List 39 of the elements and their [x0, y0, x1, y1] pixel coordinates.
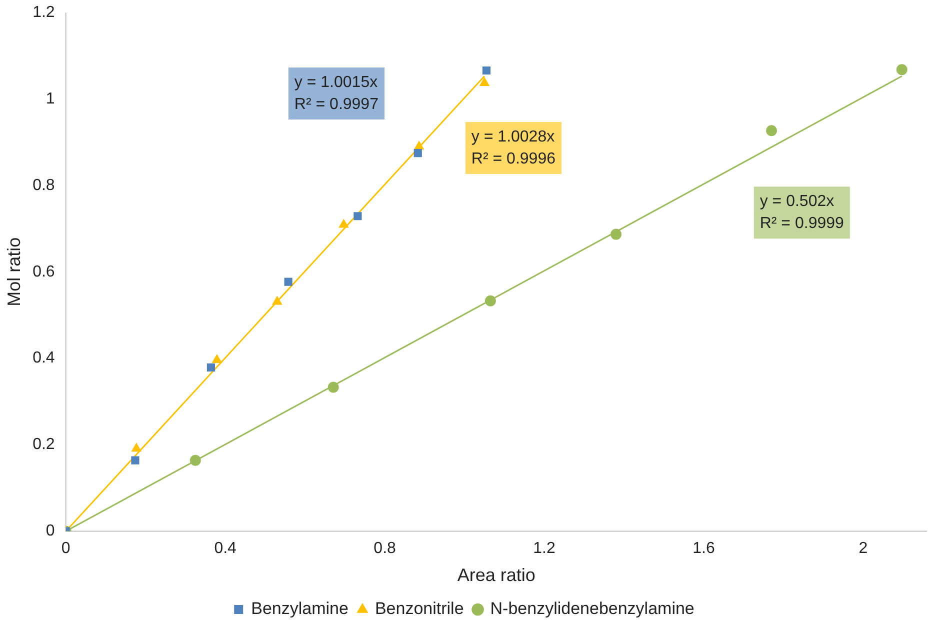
point	[480, 78, 490, 86]
x-tick-label: 0.4	[214, 540, 237, 558]
y-tick-label: 0	[46, 522, 55, 540]
y-tick-label: 0.4	[32, 350, 55, 367]
point	[206, 363, 215, 372]
x-tick-label: 1.6	[692, 540, 715, 558]
point	[896, 64, 908, 76]
point	[338, 219, 349, 228]
annotation: y = 1.0015x R² = 0.9997	[294, 74, 379, 113]
y-axis-title: Mol ratio	[4, 237, 24, 306]
point	[610, 228, 622, 240]
x-tick-label: 0.8	[374, 540, 396, 558]
point	[766, 125, 778, 136]
point	[328, 382, 339, 393]
point	[212, 354, 222, 364]
point	[132, 443, 142, 452]
annotation: y = 1.0028x R² = 0.9996	[471, 128, 556, 168]
legend-label: N-benzylidenebenzylamine	[490, 599, 694, 618]
x-axis-title: Area ratio	[457, 565, 536, 586]
y-tick-label: 1	[46, 90, 55, 108]
point	[190, 454, 201, 466]
y-tick-label: 0.2	[32, 436, 55, 454]
legend-label: Benzylamine	[251, 599, 348, 618]
point	[484, 295, 496, 306]
annotation: y = 0.502x R² = 0.9999	[760, 193, 844, 232]
x-tick-label: 1.2	[533, 540, 556, 558]
point	[284, 278, 292, 286]
point	[354, 212, 362, 220]
point	[482, 66, 490, 75]
point	[272, 296, 282, 305]
x-tick-label: 0	[61, 540, 70, 558]
y-tick-label: 1.2	[32, 4, 55, 22]
point	[414, 149, 422, 158]
point	[414, 141, 424, 150]
point	[131, 456, 140, 464]
x-tick-label: 2	[858, 540, 868, 558]
legend-label: Benzonitrile	[374, 599, 464, 618]
y-tick-label: 0.8	[32, 176, 55, 194]
y-tick-label: 0.6	[32, 263, 55, 280]
